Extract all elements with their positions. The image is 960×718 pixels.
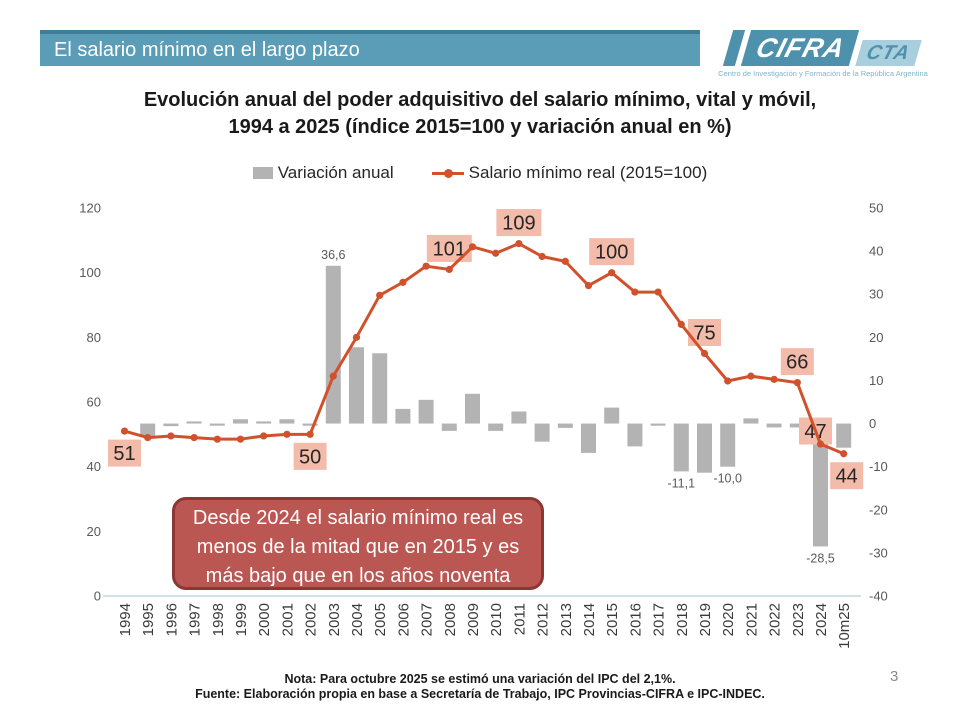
svg-text:-10: -10 [869,459,888,474]
svg-text:2022: 2022 [767,603,784,636]
svg-text:120: 120 [79,201,101,216]
page-number: 3 [890,668,899,685]
svg-text:36,6: 36,6 [321,248,345,262]
header-bar: El salario mínimo en el largo plazo [40,30,700,66]
svg-text:2001: 2001 [279,603,296,636]
svg-text:44: 44 [836,466,858,488]
svg-text:20: 20 [87,524,101,539]
svg-text:-30: -30 [869,545,888,560]
callout-line-2: menos de la mitad que en 2015 y es [196,536,520,558]
svg-text:51: 51 [113,443,135,465]
svg-text:2015: 2015 [604,603,621,636]
svg-text:10: 10 [869,373,883,388]
svg-text:2010: 2010 [488,603,505,636]
svg-text:2013: 2013 [558,603,575,636]
page-title: El salario mínimo en el largo plazo [54,39,360,61]
svg-text:50: 50 [869,201,883,216]
svg-text:60: 60 [87,395,101,410]
svg-text:2005: 2005 [372,603,389,636]
svg-text:50: 50 [299,446,321,468]
svg-text:2018: 2018 [674,603,691,636]
svg-text:2023: 2023 [790,603,807,636]
svg-text:30: 30 [869,287,883,302]
svg-text:2019: 2019 [697,603,714,636]
svg-text:1995: 1995 [140,603,157,636]
chart-title: Evolución anual del poder adquisitivo de… [0,87,960,141]
svg-text:2012: 2012 [535,603,552,636]
svg-text:2002: 2002 [303,603,320,636]
svg-text:40: 40 [869,244,883,259]
callout-line-1: Desde 2024 el salario mínimo real es [192,507,524,529]
logo-row: CIFRA CTA [704,30,942,66]
svg-text:-20: -20 [869,502,888,517]
svg-text:100: 100 [595,242,628,264]
note-line: Nota: Para octubre 2025 se estimó una va… [284,672,676,686]
svg-text:-28,5: -28,5 [806,551,835,565]
legend-label-bars: Variación anual [277,163,394,182]
svg-text:2011: 2011 [511,603,528,635]
logo-tagline: Centro de Investigación y Formación de l… [718,69,928,78]
svg-text:2024: 2024 [813,603,830,636]
svg-text:2004: 2004 [349,603,366,636]
svg-text:2007: 2007 [419,603,436,636]
svg-text:66: 66 [786,352,808,374]
svg-text:100: 100 [79,265,101,280]
svg-text:2014: 2014 [581,603,598,636]
bar-swatch-icon [252,167,273,179]
svg-text:109: 109 [502,213,535,235]
svg-text:2000: 2000 [256,603,273,636]
line-swatch-icon [431,168,464,178]
cifra-logo: CIFRA CTA Centro de Investigación y Form… [704,30,942,78]
svg-text:2017: 2017 [651,603,668,636]
logo-cifra-text: CIFRA [741,30,860,66]
logo-cta-text: CTA [855,40,922,66]
legend-item-line: Salario mínimo real (2015=100) [431,163,708,183]
svg-text:2003: 2003 [326,603,343,636]
footnotes: Nota: Para octubre 2025 se estimó una va… [0,672,960,702]
svg-text:1996: 1996 [163,603,180,636]
svg-text:0: 0 [94,589,101,604]
svg-text:101: 101 [433,238,466,260]
svg-text:40: 40 [87,459,101,474]
svg-text:1994: 1994 [117,603,134,636]
svg-text:2016: 2016 [627,603,644,636]
svg-text:1999: 1999 [233,603,250,636]
svg-text:80: 80 [87,330,101,345]
legend-label-line: Salario mínimo real (2015=100) [468,163,708,182]
svg-text:2021: 2021 [743,603,760,636]
svg-text:-10,0: -10,0 [713,472,742,486]
legend-item-bars: Variación anual [252,163,394,183]
svg-text:10m25: 10m25 [836,603,853,649]
svg-text:0: 0 [869,416,876,431]
chart-title-line-2: 1994 a 2025 (índice 2015=100 y variación… [228,116,732,138]
svg-text:1997: 1997 [187,603,204,636]
svg-text:75: 75 [693,323,715,345]
chart-legend: Variación anual Salario mínimo real (201… [0,163,960,183]
source-line: Fuente: Elaboración propia en base a Sec… [195,687,765,701]
line-marker-icon [443,168,453,178]
svg-text:2009: 2009 [465,603,482,636]
svg-text:20: 20 [869,330,883,345]
svg-text:-40: -40 [869,589,888,604]
svg-text:-11,1: -11,1 [668,476,696,490]
svg-text:2006: 2006 [395,603,412,636]
svg-text:2020: 2020 [720,603,737,636]
svg-text:1998: 1998 [210,603,227,636]
callout-box: Desde 2024 el salario mínimo real es men… [172,497,544,590]
svg-text:2008: 2008 [442,603,459,636]
callout-line-3: más bajo que en los años noventa [205,565,511,587]
chart-title-line-1: Evolución anual del poder adquisitivo de… [143,89,817,111]
